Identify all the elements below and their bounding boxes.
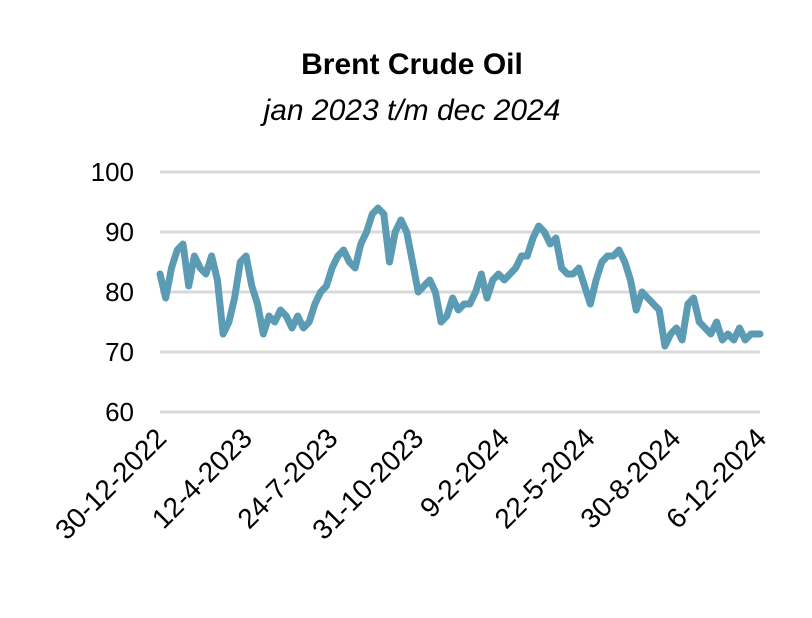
gridlines (160, 170, 760, 414)
y-tick-label: 90 (105, 217, 134, 247)
series-line-brent (156, 204, 764, 350)
y-tick-label: 100 (91, 157, 134, 187)
y-tick-label: 80 (105, 277, 134, 307)
y-axis-tick-labels: 60 70 80 90 100 (91, 157, 134, 427)
y-tick-label: 70 (105, 337, 134, 367)
chart-subtitle: jan 2023 t/m dec 2024 (260, 94, 561, 127)
x-tick-label: 30-12-2022 (49, 422, 172, 545)
chart-title: Brent Crude Oil (301, 48, 523, 81)
y-tick-label: 60 (105, 397, 134, 427)
x-axis-tick-labels: 30-12-202212-4-202324-7-202331-10-20239-… (49, 422, 772, 545)
